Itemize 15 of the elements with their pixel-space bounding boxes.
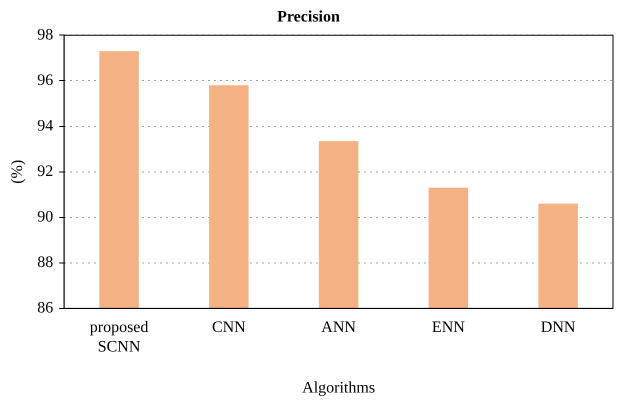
chart-title: Precision [277, 8, 340, 26]
y-tick-label: 98 [37, 26, 54, 44]
y-tick-label: 96 [37, 72, 54, 89]
x-tick-label: CNN [212, 319, 246, 336]
x-tick-label: DNN [540, 319, 576, 336]
y-axis-title: (%) [8, 160, 26, 184]
y-tick-label: 86 [37, 300, 54, 317]
y-tick-label: 88 [37, 254, 54, 272]
x-tick-label: ENN [432, 319, 466, 336]
y-tick-label: 94 [37, 117, 54, 134]
x-axis-title: Algorithms [302, 380, 376, 397]
x-tick-label: proposed SCNN [90, 319, 148, 356]
x-tick-label: ANN [321, 319, 356, 336]
y-tick-label: 90 [37, 208, 54, 226]
y-tick-label: 92 [37, 163, 54, 180]
